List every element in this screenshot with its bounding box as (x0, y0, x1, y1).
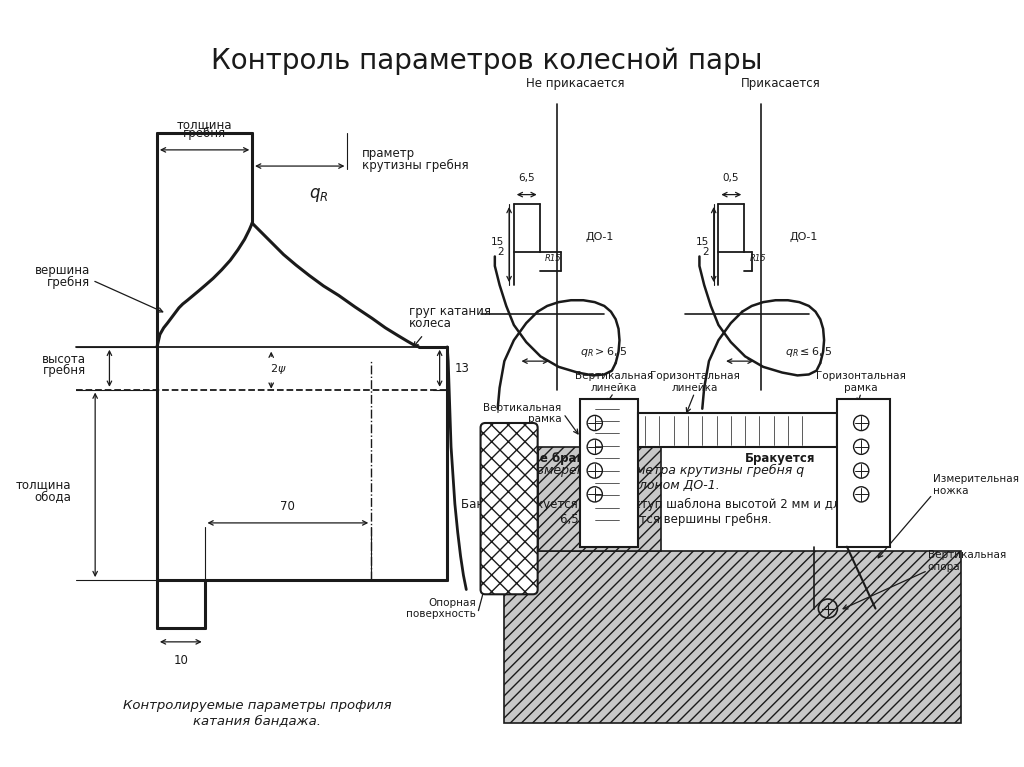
Text: Бракуется: Бракуется (745, 452, 815, 465)
Text: толщина: толщина (15, 479, 72, 492)
Text: 10: 10 (173, 654, 188, 667)
Text: 13: 13 (455, 362, 470, 375)
Text: Вертикальная
линейка: Вертикальная линейка (574, 371, 653, 393)
Text: Контроль параметров колесной пары: Контроль параметров колесной пары (212, 47, 763, 75)
Text: гребня: гребня (47, 275, 90, 288)
Text: Измерение параметра крутизны гребня q
шаблоном ДО-1.: Измерение параметра крутизны гребня q ша… (528, 464, 804, 492)
Text: груг катания: груг катания (410, 305, 492, 318)
Text: 15: 15 (492, 237, 505, 247)
Bar (538, 447, 662, 551)
Text: $2\psi$: $2\psi$ (269, 362, 286, 376)
Text: толщина: толщина (177, 118, 232, 131)
Text: Горизонтальная
рамка: Горизонтальная рамка (816, 371, 906, 393)
Text: $q_R>6,5$: $q_R>6,5$ (581, 344, 628, 359)
Text: 2: 2 (702, 247, 709, 257)
Text: $q_R\leq6,5$: $q_R\leq6,5$ (785, 344, 833, 359)
Bar (538, 447, 662, 551)
Bar (838, 399, 890, 547)
Text: Вертикальная
опора: Вертикальная опора (928, 550, 1006, 571)
Text: Бандаж бракуется, если выступ шаблона высотой 2 мм и длиной
6,5 мм касается верш: Бандаж бракуется, если выступ шаблона вы… (461, 499, 871, 526)
Text: Не прикасается: Не прикасается (526, 77, 625, 90)
Text: 0,5: 0,5 (723, 173, 739, 183)
Text: Горизонтальная
линейка: Горизонтальная линейка (650, 371, 739, 393)
Text: Контролируемые параметры профиля
катания бандажа.: Контролируемые параметры профиля катания… (123, 699, 391, 727)
Text: Вертикальная
рамка: Вертикальная рамка (483, 403, 561, 424)
Text: 6,5: 6,5 (518, 173, 535, 183)
Text: гребня: гребня (43, 364, 86, 377)
Text: обода: обода (35, 490, 72, 502)
Bar (505, 551, 962, 723)
Text: R15: R15 (750, 254, 767, 263)
Bar (638, 413, 838, 447)
Text: Не бракуется: Не бракуется (529, 452, 622, 465)
FancyBboxPatch shape (480, 423, 538, 594)
Text: Измерительная
ножка: Измерительная ножка (933, 474, 1019, 495)
Text: Прикасается: Прикасается (740, 77, 820, 90)
Bar (581, 399, 638, 547)
Text: праметр: праметр (361, 147, 415, 160)
Text: 2: 2 (498, 247, 505, 257)
Text: $q_R$: $q_R$ (309, 186, 329, 203)
Text: высота: высота (42, 353, 86, 366)
Text: ДО-1: ДО-1 (586, 232, 613, 242)
Text: 15: 15 (695, 237, 709, 247)
Text: колеса: колеса (410, 317, 452, 330)
Text: гребня: гребня (183, 127, 226, 140)
Text: ДО-1: ДО-1 (790, 232, 818, 242)
Bar (505, 551, 962, 723)
Text: R15: R15 (545, 254, 562, 263)
Text: вершина: вершина (35, 265, 90, 277)
Text: крутизны гребня: крутизны гребня (361, 159, 468, 172)
Text: Опорная
поверхность: Опорная поверхность (406, 597, 476, 620)
Text: 70: 70 (280, 500, 295, 513)
